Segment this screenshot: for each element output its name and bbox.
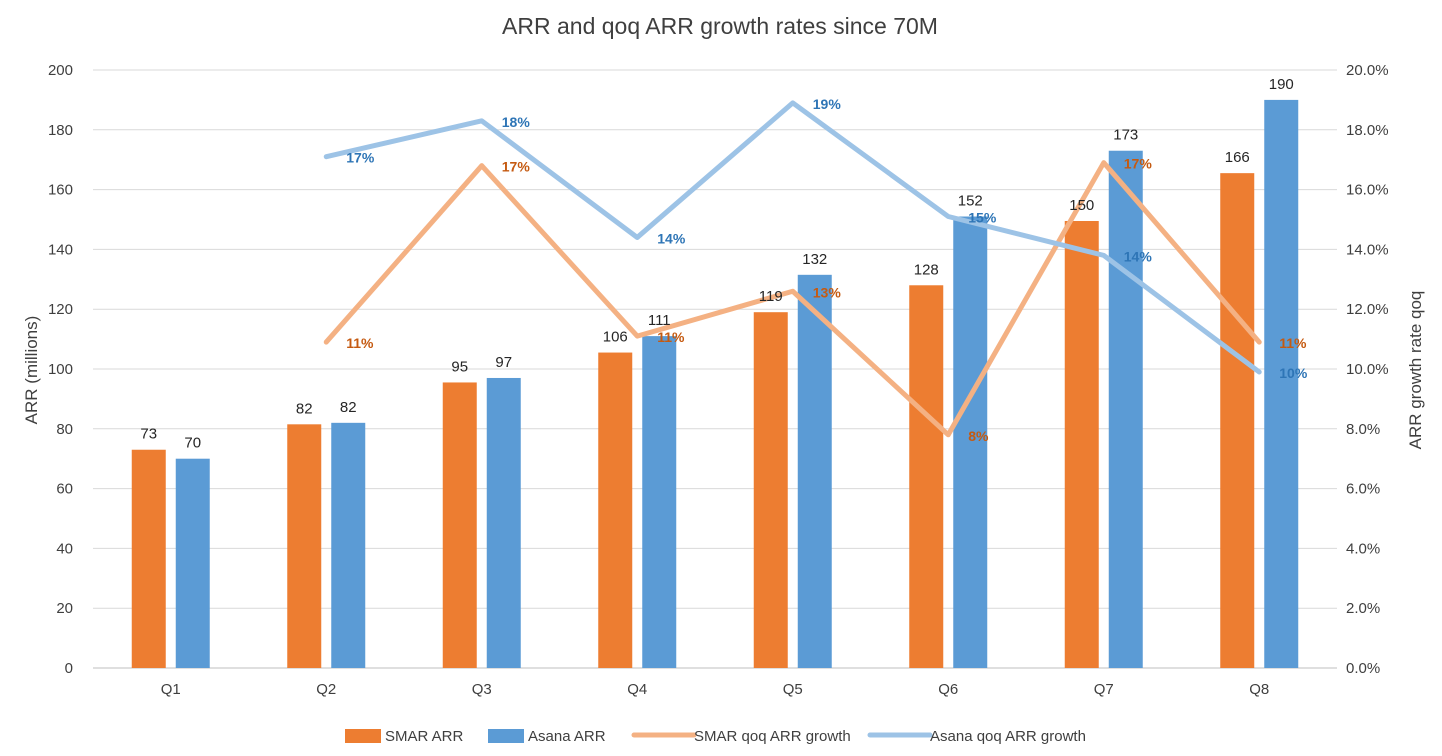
smar-arr-label: 150 bbox=[1069, 197, 1094, 214]
legend-label: SMAR ARR bbox=[385, 728, 464, 745]
right-tick-label: 12.0% bbox=[1346, 301, 1389, 318]
asana-arr-label: 132 bbox=[802, 251, 827, 268]
left-tick-label: 160 bbox=[48, 182, 73, 199]
asana-arr-bar bbox=[953, 216, 988, 668]
asana-arr-label: 111 bbox=[648, 312, 671, 329]
category-axis-ticks: Q1 Q2 Q3 Q4 Q5 Q6 Q7 Q8 bbox=[161, 681, 1270, 698]
asana-growth-label: 14% bbox=[657, 230, 686, 246]
smar-arr-bar bbox=[1220, 173, 1255, 668]
asana-arr-bar bbox=[1108, 150, 1143, 669]
smar-arr-label: 106 bbox=[603, 329, 628, 346]
smar-arr-bar bbox=[1064, 220, 1099, 668]
right-tick-label: 0.0% bbox=[1346, 660, 1380, 677]
right-tick-label: 10.0% bbox=[1346, 361, 1389, 378]
smar-growth-label: 8% bbox=[968, 428, 989, 444]
category-tick-label: Q8 bbox=[1249, 681, 1269, 698]
smar-arr-label: 128 bbox=[914, 261, 939, 278]
smar-growth-line bbox=[323, 160, 1262, 438]
left-tick-label: 120 bbox=[48, 301, 73, 318]
smar-arr-bar bbox=[131, 449, 166, 668]
category-tick-label: Q4 bbox=[627, 681, 647, 698]
right-tick-label: 8.0% bbox=[1346, 421, 1380, 438]
left-tick-label: 200 bbox=[48, 62, 73, 79]
bar-data-labels: 73 82 95 106 119 128 150 166 70 82 97 111 132 152 173 1… bbox=[140, 76, 1293, 452]
chart-title: ARR and qoq ARR growth rates since 70M bbox=[502, 13, 938, 39]
left-tick-label: 80 bbox=[56, 421, 73, 438]
asana-arr-bar bbox=[1264, 99, 1299, 668]
smar-growth-label: 13% bbox=[813, 284, 842, 300]
right-tick-label: 6.0% bbox=[1346, 481, 1380, 498]
smar-growth-label: 11% bbox=[657, 329, 685, 345]
legend-label: Asana ARR bbox=[528, 728, 606, 745]
right-tick-label: 16.0% bbox=[1346, 182, 1389, 199]
asana-growth-label: 17% bbox=[346, 150, 375, 166]
smar-arr-bar bbox=[909, 285, 944, 668]
asana-growth-label: 18% bbox=[502, 114, 531, 130]
right-tick-label: 18.0% bbox=[1346, 122, 1389, 139]
smar-arr-label: 73 bbox=[140, 426, 157, 443]
bar-series bbox=[131, 99, 1299, 669]
right-axis-label: ARR growth rate qoq bbox=[1406, 291, 1425, 450]
asana-arr-label: 152 bbox=[958, 193, 983, 210]
asana-arr-label: 82 bbox=[340, 399, 357, 416]
smar-arr-label: 166 bbox=[1225, 149, 1250, 166]
asana-arr-label: 97 bbox=[495, 354, 512, 371]
smar-growth-label: 17% bbox=[1124, 156, 1153, 172]
smar-growth-label: 11% bbox=[346, 335, 374, 351]
left-tick-label: 180 bbox=[48, 122, 73, 139]
smar-growth-label: 17% bbox=[502, 159, 531, 175]
left-tick-label: 100 bbox=[48, 361, 73, 378]
smar-arr-label: 95 bbox=[451, 358, 468, 375]
right-tick-label: 20.0% bbox=[1346, 62, 1389, 79]
asana-arr-label: 190 bbox=[1269, 76, 1294, 93]
asana-growth-label: 19% bbox=[813, 96, 842, 112]
legend-swatch bbox=[345, 729, 381, 743]
left-tick-label: 40 bbox=[56, 540, 73, 557]
left-axis-ticks: 0 20 40 60 80 100 120 140 160 180 200 bbox=[48, 62, 73, 677]
asana-arr-label: 173 bbox=[1113, 127, 1138, 144]
legend-label: SMAR qoq ARR growth bbox=[694, 728, 851, 745]
line-series bbox=[323, 100, 1262, 438]
smar-arr-bar bbox=[442, 382, 477, 668]
smar-arr-bar bbox=[598, 352, 633, 668]
asana-arr-bar bbox=[797, 274, 832, 668]
right-tick-label: 2.0% bbox=[1346, 600, 1380, 617]
right-tick-label: 4.0% bbox=[1346, 540, 1380, 557]
category-tick-label: Q2 bbox=[316, 681, 336, 698]
asana-growth-label: 10% bbox=[1279, 365, 1308, 381]
legend-swatch bbox=[488, 729, 524, 743]
smar-arr-label: 82 bbox=[296, 400, 313, 417]
smar-arr-bar bbox=[287, 424, 322, 668]
right-tick-label: 14.0% bbox=[1346, 241, 1389, 258]
asana-arr-bar bbox=[486, 377, 521, 668]
category-tick-label: Q6 bbox=[938, 681, 958, 698]
smar-growth-label: 11% bbox=[1279, 335, 1307, 351]
asana-arr-bar bbox=[175, 458, 210, 668]
left-tick-label: 140 bbox=[48, 241, 73, 258]
left-tick-label: 20 bbox=[56, 600, 73, 617]
smar-arr-label: 119 bbox=[759, 288, 783, 305]
asana-growth-line bbox=[323, 100, 1262, 375]
asana-arr-bar bbox=[331, 422, 366, 668]
legend-label: Asana qoq ARR growth bbox=[930, 728, 1086, 745]
category-tick-label: Q3 bbox=[472, 681, 492, 698]
asana-arr-bar bbox=[642, 336, 677, 668]
left-tick-label: 0 bbox=[65, 660, 73, 677]
category-tick-label: Q7 bbox=[1094, 681, 1114, 698]
right-axis-ticks: 0.0% 2.0% 4.0% 6.0% 8.0% 10.0% 12.0% 14.0% 16.0%… bbox=[1346, 62, 1389, 677]
category-tick-label: Q1 bbox=[161, 681, 181, 698]
smar-arr-bar bbox=[753, 312, 788, 668]
category-tick-label: Q5 bbox=[783, 681, 803, 698]
asana-growth-label: 14% bbox=[1124, 248, 1153, 264]
left-axis-label: ARR (millions) bbox=[22, 316, 41, 425]
rate-data-labels: 11% 17% 11% 13% 8% 17% 11% 17% 18% 14% 19% 15% 14% 10… bbox=[346, 96, 1308, 444]
asana-arr-label: 70 bbox=[184, 435, 201, 452]
legend: SMAR ARR Asana ARR SMAR qoq ARR growth Asan… bbox=[345, 728, 1086, 745]
asana-growth-label: 15% bbox=[968, 210, 997, 226]
left-tick-label: 60 bbox=[56, 481, 73, 498]
